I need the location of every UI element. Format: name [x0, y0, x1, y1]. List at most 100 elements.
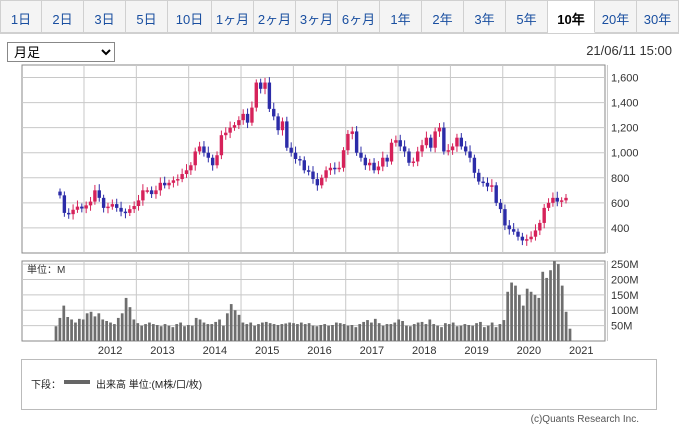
tab-2[interactable]: 3日 — [84, 0, 126, 33]
candle-body — [411, 161, 416, 164]
tab-7[interactable]: 3ヶ月 — [296, 0, 338, 33]
tab-15[interactable]: 30年 — [637, 0, 679, 33]
tab-divider — [0, 33, 679, 34]
candle-body — [324, 170, 328, 178]
candle-body — [511, 229, 516, 232]
volume-bar — [218, 319, 221, 341]
tab-10[interactable]: 2年 — [422, 0, 464, 33]
volume-bar — [144, 324, 147, 341]
candle-body — [538, 222, 542, 231]
candle-body — [359, 152, 363, 158]
candle-body — [71, 209, 75, 215]
candle-body — [232, 125, 237, 128]
stock-chart: 400 600 800 1,000 1,200 1,400 1,600 50M 100M 150M… — [21, 64, 639, 357]
x-tick-label: 2019 — [464, 345, 488, 357]
volume-bar — [366, 320, 369, 341]
volume-bar — [175, 324, 179, 341]
candle-body — [372, 162, 376, 171]
candle-body — [320, 177, 324, 186]
volume-bar — [444, 323, 447, 341]
candle-body — [193, 151, 197, 166]
volume-bar — [401, 321, 404, 341]
volume-bar — [97, 313, 101, 341]
volume-bar — [225, 313, 229, 341]
legend-box: 下段： 出来高 単位:(M株/口/枚) — [21, 359, 657, 410]
tab-14[interactable]: 20年 — [595, 0, 637, 33]
candle-body — [503, 209, 507, 226]
volume-bar — [541, 271, 545, 341]
volume-bar — [494, 327, 498, 341]
legend-prefix: 下段： — [31, 380, 61, 391]
candle-body — [285, 121, 289, 148]
volume-tick-label: 200M — [611, 274, 639, 286]
candle-body — [224, 132, 228, 136]
candle-body — [407, 151, 411, 163]
candle-body — [106, 206, 110, 209]
period-select[interactable]: 月足 — [7, 42, 115, 62]
volume-bar — [78, 318, 81, 341]
volume-bar — [416, 322, 420, 341]
candle-body — [189, 165, 193, 171]
tab-6[interactable]: 2ヶ月 — [254, 0, 296, 33]
candle-body — [520, 236, 525, 241]
volume-bar — [486, 325, 490, 341]
volume-bar — [206, 324, 210, 341]
candle-body — [272, 108, 276, 117]
volume-bar — [514, 285, 517, 341]
candle-body — [468, 151, 472, 158]
tab-12[interactable]: 5年 — [506, 0, 548, 33]
tab-5[interactable]: 1ヶ月 — [212, 0, 254, 33]
candle-body — [197, 146, 202, 152]
candle-body — [442, 127, 446, 152]
tab-3[interactable]: 5日 — [126, 0, 168, 33]
volume-tick-label: 150M — [611, 290, 639, 302]
tab-9[interactable]: 1年 — [380, 0, 422, 33]
tab-11[interactable]: 3年 — [464, 0, 506, 33]
tab-1[interactable]: 2日 — [42, 0, 84, 33]
volume-bar — [70, 319, 73, 341]
volume-bar — [54, 326, 58, 341]
timestamp: 21/06/11 15:00 — [586, 43, 672, 58]
tab-0[interactable]: 1日 — [0, 0, 42, 33]
volume-bar — [370, 322, 373, 341]
candle-body — [293, 152, 298, 159]
volume-bar — [288, 322, 291, 341]
tab-4[interactable]: 10日 — [168, 0, 212, 33]
volume-bar — [338, 323, 342, 341]
volume-bar — [556, 264, 560, 341]
volume-bar — [81, 319, 85, 341]
candle-body — [477, 172, 481, 182]
candle-body — [341, 150, 346, 168]
x-tick-label: 2018 — [412, 345, 436, 357]
tab-8[interactable]: 6ヶ月 — [338, 0, 380, 33]
candle-body — [84, 205, 88, 209]
candle-body — [110, 204, 115, 207]
volume-bar — [284, 323, 288, 341]
price-tick-label: 1,400 — [611, 98, 639, 110]
volume-bar — [479, 321, 482, 341]
legend-volume-label: 出来高 単位:(M株/口/枚) — [96, 380, 203, 391]
volume-bar — [405, 325, 408, 341]
volume-bar — [222, 325, 225, 341]
volume-bar — [568, 328, 572, 341]
candle-body — [472, 157, 477, 173]
volume-unit-label: 単位：M — [27, 263, 65, 276]
volume-bar — [455, 326, 459, 341]
volume-bar — [253, 325, 256, 341]
volume-bar — [498, 324, 502, 341]
volume-bar — [342, 324, 346, 341]
x-tick-label: 2016 — [307, 345, 331, 357]
copyright: (c)Quants Research Inc. — [530, 414, 639, 425]
price-tick-label: 600 — [611, 198, 629, 210]
x-tick-label: 2015 — [255, 345, 279, 357]
volume-bar — [249, 322, 253, 341]
tab-13[interactable]: 10年 — [548, 0, 595, 33]
volume-bar — [245, 324, 249, 341]
candle-body — [162, 182, 167, 186]
candle-body — [551, 197, 555, 203]
volume-bar — [529, 291, 533, 341]
candle-body — [433, 131, 437, 148]
candle-body — [385, 157, 389, 162]
candle-body — [215, 155, 219, 166]
candle-body — [368, 162, 372, 166]
